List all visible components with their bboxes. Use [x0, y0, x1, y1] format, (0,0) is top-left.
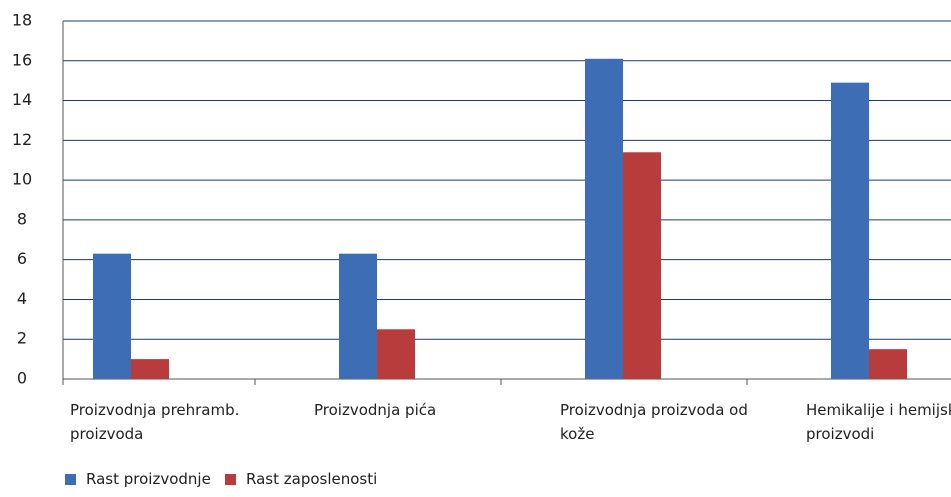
y-tick-label: 12: [12, 130, 32, 149]
legend-item: Rast proizvodnje: [65, 470, 211, 488]
bar: [377, 329, 415, 379]
y-tick-label: 10: [12, 170, 32, 189]
y-tick-label: 16: [12, 50, 32, 69]
legend-swatch: [225, 473, 236, 485]
bar: [623, 152, 661, 379]
x-tick-label: Hemikalije i hemijski proizvodi: [806, 401, 951, 443]
y-tick-label: 4: [17, 289, 27, 308]
bar: [339, 253, 377, 379]
bar: [869, 349, 907, 379]
legend-label: Rast zaposlenosti: [246, 470, 378, 488]
y-tick-label: 6: [17, 249, 27, 268]
bar: [831, 82, 869, 380]
y-tick-label: 2: [17, 329, 27, 348]
x-tick-label: Proizvodnja prehramb. proizvoda: [70, 401, 240, 443]
y-tick-label: 18: [12, 11, 32, 30]
bar: [93, 253, 131, 379]
y-tick-label: 0: [17, 369, 27, 388]
legend-label: Rast proizvodnje: [86, 470, 211, 488]
legend-swatch: [65, 473, 76, 485]
y-tick-label: 14: [12, 90, 32, 109]
legend-item: Rast zaposlenosti: [225, 470, 377, 488]
bar: [585, 58, 623, 380]
x-tick-label: Proizvodnja proizvoda od kože: [560, 401, 748, 443]
x-tick-label: Proizvodnja pića: [314, 401, 437, 419]
y-tick-label: 8: [17, 209, 27, 228]
bar: [131, 359, 169, 379]
